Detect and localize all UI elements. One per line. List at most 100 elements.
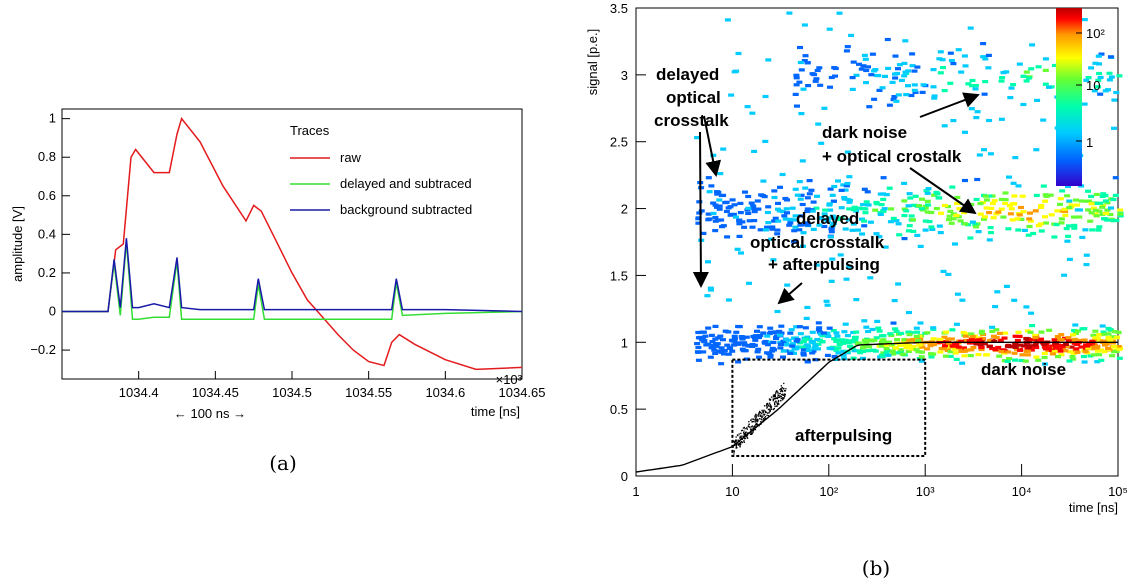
heat-cell <box>845 218 852 222</box>
heat-cell <box>1105 346 1111 350</box>
heat-cell <box>891 299 898 303</box>
afterpulse-point <box>743 426 745 429</box>
heat-cell <box>715 190 722 194</box>
heat-cell <box>851 205 858 209</box>
afterpulse-point <box>759 410 761 413</box>
afterpulse-point <box>744 431 747 434</box>
heat-cell <box>1088 194 1095 198</box>
heat-cell <box>983 353 990 357</box>
heat-cell <box>754 350 761 354</box>
heat-cell <box>1020 210 1027 214</box>
heat-cell <box>946 218 952 222</box>
heat-cell <box>841 196 848 200</box>
heat-cell <box>1042 193 1049 197</box>
heat-cell <box>890 321 897 325</box>
heat-cell <box>874 319 881 323</box>
heat-cell <box>846 207 853 211</box>
heat-cell <box>910 345 917 349</box>
heat-cell <box>1082 350 1089 354</box>
heat-cell <box>809 209 816 213</box>
heat-cell <box>829 193 836 197</box>
heat-cell <box>988 206 995 210</box>
heat-cell <box>866 105 873 109</box>
heatmap-cells <box>694 11 1124 455</box>
afterpulse-point <box>775 392 777 394</box>
heat-cell <box>962 178 968 183</box>
afterpulse-point <box>733 442 736 444</box>
heat-cell <box>863 200 870 204</box>
heat-cell <box>801 23 808 27</box>
afterpulse-point <box>782 399 784 401</box>
heat-cell <box>765 58 772 62</box>
heat-cell <box>846 175 853 179</box>
heat-cell <box>1062 349 1069 353</box>
heat-cell <box>739 337 746 341</box>
heat-cell <box>880 209 887 213</box>
afterpulse-point <box>767 408 770 411</box>
heat-cell <box>809 351 816 355</box>
heat-cell <box>1041 345 1048 349</box>
heat-cell <box>1065 184 1071 189</box>
heat-cell <box>896 63 903 67</box>
afterpulse-point <box>766 412 769 414</box>
heat-cell <box>794 193 801 197</box>
heat-cell <box>911 88 918 92</box>
heat-cell <box>886 340 893 344</box>
heat-cell <box>791 336 797 340</box>
fit-curve <box>635 341 1118 473</box>
heat-cell <box>828 226 835 230</box>
heat-cell <box>696 200 703 204</box>
afterpulse-point <box>761 412 763 414</box>
afterpulse-point <box>776 402 778 404</box>
afterpulse-point <box>770 408 773 410</box>
heat-cell <box>955 345 962 349</box>
heat-cell <box>1047 344 1054 348</box>
heat-cell <box>851 338 858 343</box>
afterpulse-point <box>743 433 745 435</box>
heat-cell <box>812 79 819 83</box>
heat-cell <box>1004 344 1011 348</box>
heat-cell <box>869 327 876 332</box>
heat-cell <box>1019 194 1026 198</box>
colorbar-label-10: 10 <box>1086 78 1100 93</box>
afterpulse-point <box>783 382 785 385</box>
heat-cell <box>821 212 828 216</box>
heat-cell <box>1016 334 1023 338</box>
heat-cell <box>866 345 873 349</box>
heat-cell <box>808 188 815 192</box>
afterpulse-point <box>735 440 737 442</box>
heat-cell <box>1092 336 1099 340</box>
heat-cell <box>949 185 956 189</box>
heat-cell <box>889 80 896 84</box>
heat-cell <box>941 124 948 128</box>
heat-cell <box>968 202 975 206</box>
heat-cell <box>865 203 872 207</box>
heat-cell <box>1107 55 1114 59</box>
y-tick-label-a: 0.4 <box>38 226 56 241</box>
heat-cell <box>1038 205 1044 209</box>
heat-cell <box>924 210 931 214</box>
heat-cell <box>942 344 948 348</box>
heat-cell <box>885 66 892 70</box>
heat-cell <box>802 54 809 58</box>
heat-cell <box>850 60 857 64</box>
heat-cell <box>1081 102 1088 106</box>
heat-cell <box>998 117 1005 121</box>
heat-cell <box>803 316 810 320</box>
heat-cell <box>1051 350 1058 354</box>
heat-cell <box>1070 215 1077 219</box>
heat-cell <box>716 207 723 211</box>
afterpulse-point <box>776 390 778 392</box>
heat-cell <box>1061 273 1068 277</box>
heat-cell <box>1012 358 1018 362</box>
heat-cell <box>872 68 879 72</box>
heat-cell <box>982 215 988 219</box>
heat-cell <box>842 338 849 342</box>
heat-cell <box>901 207 908 211</box>
afterpulse-point <box>774 395 776 397</box>
afterpulse-point <box>780 390 782 393</box>
afterpulse-point <box>745 431 747 433</box>
heat-cell <box>862 57 869 61</box>
afterpulse-point <box>777 399 780 402</box>
arrow-two-pe <box>909 167 977 215</box>
